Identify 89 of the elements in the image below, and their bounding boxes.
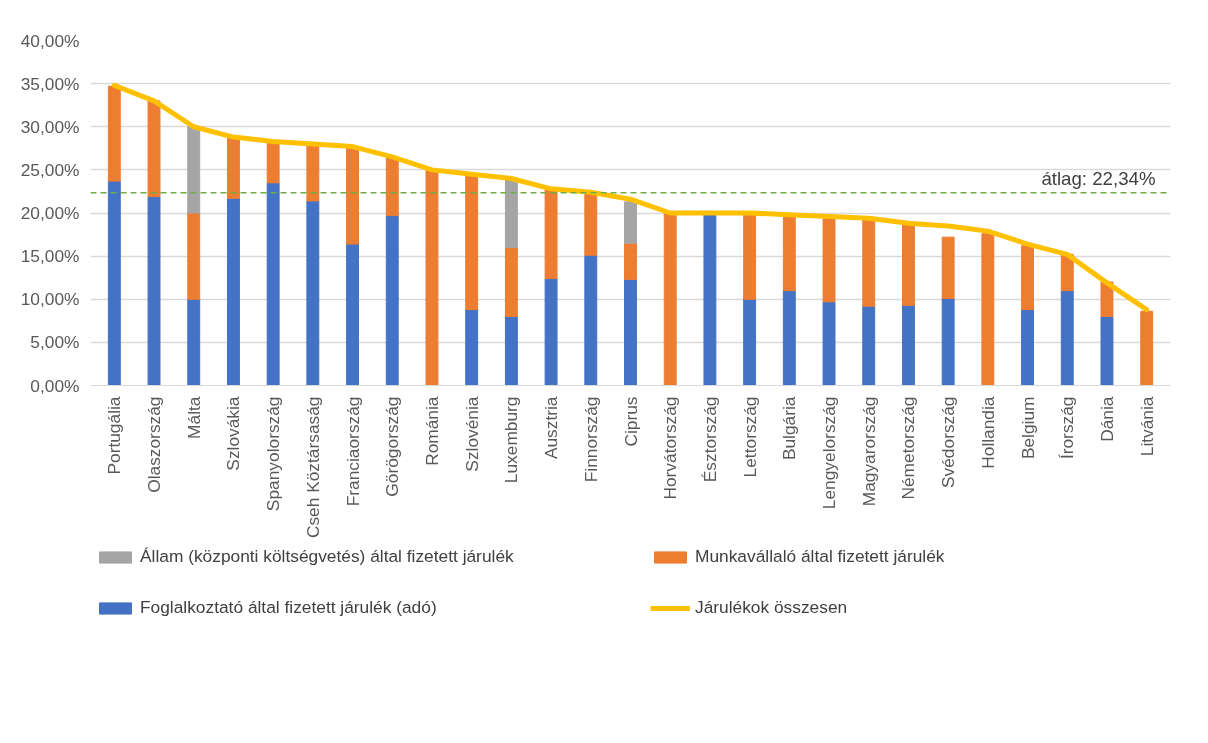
- bar: [862, 217, 876, 307]
- bar: [901, 304, 915, 386]
- legend-label: Állam (központi költségvetés) által fizetett járulék: [140, 546, 515, 567]
- bar: [385, 156, 399, 217]
- x-tick-label: Magyarország: [858, 396, 879, 507]
- bar: [624, 278, 637, 386]
- y-tick-label: 30,00%: [20, 116, 80, 137]
- bar: [266, 140, 280, 184]
- bar: [346, 243, 360, 386]
- bar: [624, 242, 637, 280]
- bar: [107, 85, 121, 182]
- bar: [1100, 316, 1114, 386]
- x-tick-label: Bulgária: [779, 396, 800, 461]
- bar: [425, 169, 439, 386]
- bar: [584, 254, 598, 386]
- bar: [703, 214, 717, 386]
- y-tick-label: 0,00%: [30, 375, 80, 396]
- bar: [663, 212, 677, 386]
- bar: [147, 100, 161, 198]
- ref-line-label: átlag: 22,34%: [1041, 167, 1156, 189]
- x-tick-label: Finnország: [580, 396, 601, 483]
- bar: [306, 143, 320, 202]
- x-tick-label: Románia: [421, 396, 442, 466]
- bar: [901, 222, 915, 306]
- x-tick-label: Svédország: [938, 396, 959, 489]
- bar: [782, 214, 796, 292]
- bar: [187, 126, 201, 214]
- x-tick-label: Szlovákia: [223, 396, 244, 471]
- x-tick-label: Hollandia: [977, 396, 998, 469]
- bar: [1140, 310, 1154, 386]
- bar: [504, 316, 518, 386]
- x-tick-label: Portugália: [104, 396, 125, 475]
- y-tick-label: 5,00%: [30, 332, 80, 353]
- x-tick-label: Horvátország: [660, 396, 681, 500]
- bar: [981, 233, 995, 386]
- bar: [544, 188, 558, 280]
- bar: [941, 297, 955, 386]
- bar: [385, 215, 399, 386]
- bar: [346, 146, 360, 245]
- x-tick-label: Franciaország: [342, 396, 363, 507]
- bar: [306, 200, 320, 386]
- bar: [465, 309, 479, 386]
- x-tick-label: Dánia: [1096, 396, 1117, 442]
- y-tick-label: 25,00%: [20, 159, 80, 180]
- bar: [1021, 245, 1035, 311]
- x-tick-label: Belgium: [1017, 396, 1038, 460]
- bar: [822, 301, 836, 386]
- x-tick-label: Írország: [1057, 396, 1078, 460]
- x-tick-label: Észtország: [699, 396, 720, 483]
- bar: [226, 136, 240, 199]
- bar: [504, 178, 518, 248]
- bar: [465, 173, 479, 311]
- x-tick-label: Szlovénia: [461, 396, 482, 472]
- y-tick-label: 10,00%: [20, 289, 80, 310]
- bar: [544, 278, 558, 386]
- y-tick-label: 15,00%: [20, 246, 80, 267]
- bar: [504, 247, 518, 317]
- bar: [266, 182, 280, 386]
- bar: [226, 197, 240, 386]
- x-tick-label: Litvánia: [1136, 396, 1157, 457]
- x-tick-label: Ausztria: [541, 396, 562, 460]
- x-tick-label: Lengyelország: [819, 396, 840, 510]
- x-tick-label: Olaszország: [144, 396, 165, 493]
- x-tick-label: Lettország: [739, 396, 760, 478]
- bar: [1021, 309, 1035, 386]
- bar: [624, 201, 637, 244]
- bar: [107, 180, 121, 386]
- legend-label: Munkavállaló által fizetett járulék: [695, 546, 946, 567]
- bar: [743, 298, 757, 386]
- x-tick-label: Cseh Köztársaság: [302, 396, 323, 539]
- bar: [782, 290, 796, 386]
- legend-label: Járulékok összesen: [695, 597, 849, 618]
- x-tick-label: Görögország: [382, 396, 403, 497]
- x-tick-label: Ciprus: [620, 396, 641, 447]
- bar: [1060, 290, 1074, 386]
- x-tick-label: Spanyolország: [263, 396, 284, 512]
- bar: [187, 212, 201, 300]
- x-tick-label: Málta: [183, 396, 204, 439]
- bar: [862, 305, 876, 386]
- legend-label: Foglalkoztató által fizetett járulék (adó): [140, 597, 438, 618]
- bar: [147, 196, 161, 386]
- bar: [584, 191, 598, 256]
- y-tick-label: 40,00%: [20, 30, 80, 51]
- y-tick-label: 20,00%: [20, 203, 80, 223]
- y-tick-label: 35,00%: [20, 73, 80, 94]
- bar: [941, 236, 955, 299]
- x-tick-label: Luxemburg: [501, 396, 522, 484]
- x-tick-label: Németország: [898, 396, 919, 500]
- bar: [187, 298, 201, 386]
